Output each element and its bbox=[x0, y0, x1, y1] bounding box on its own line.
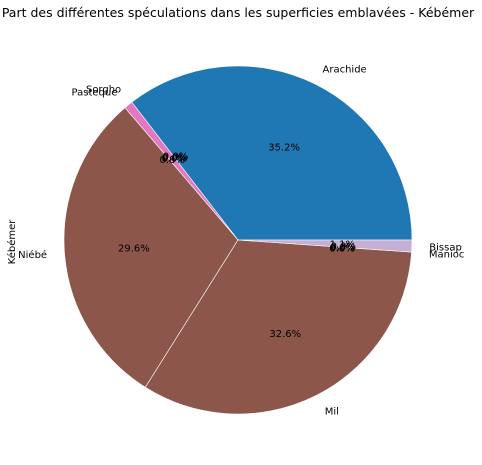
overlapping-percent-labels: 0.0%0.0%0.0%0.0%0.0%0.0% bbox=[162, 152, 356, 255]
slice-label-pasteque: Pasteque bbox=[72, 87, 118, 98]
slice-mil bbox=[144, 239, 412, 415]
slice-label-sorgho: Sorgho bbox=[86, 84, 121, 95]
pct-label-pasteque: 0.8% bbox=[159, 155, 184, 166]
pct-label-sorgho: 0.0% bbox=[162, 153, 187, 164]
overlap-pct-label: 0.0% bbox=[162, 153, 187, 164]
overlap-pct-label: 0.0% bbox=[163, 152, 188, 163]
y-axis-label: Kébémer bbox=[6, 219, 18, 265]
percent-labels: 35.2%0.0%0.8%29.6%32.6%0.0%1.1% bbox=[118, 142, 355, 340]
pct-label-mil: 32.6% bbox=[269, 329, 301, 340]
overlap-pct-label: 0.0% bbox=[331, 242, 356, 253]
slice-arachide bbox=[131, 65, 413, 241]
overlap-pct-label: 0.0% bbox=[162, 153, 187, 164]
pct-label-manioc: 0.0% bbox=[329, 243, 354, 254]
pct-label-niebe: 29.6% bbox=[118, 244, 150, 255]
slice-label-bissap: Bissap bbox=[429, 243, 462, 254]
chart-title: Part des différentes spéculations dans l… bbox=[2, 5, 475, 20]
slice-label-manioc: Manioc bbox=[429, 249, 465, 260]
overlap-pct-label: 0.0% bbox=[329, 243, 354, 254]
slice-label-mil: Mil bbox=[325, 407, 339, 418]
slice-label-niebe: Niébé bbox=[18, 249, 47, 261]
slice-bissap bbox=[237, 239, 413, 253]
slice-niebe bbox=[63, 107, 239, 388]
overlap-pct-label: 0.0% bbox=[330, 243, 355, 254]
pie-slices bbox=[63, 65, 413, 415]
slice-label-arachide: Arachide bbox=[323, 64, 367, 75]
pct-label-bissap: 1.1% bbox=[330, 240, 355, 251]
pct-label-arachide: 35.2% bbox=[268, 142, 300, 153]
